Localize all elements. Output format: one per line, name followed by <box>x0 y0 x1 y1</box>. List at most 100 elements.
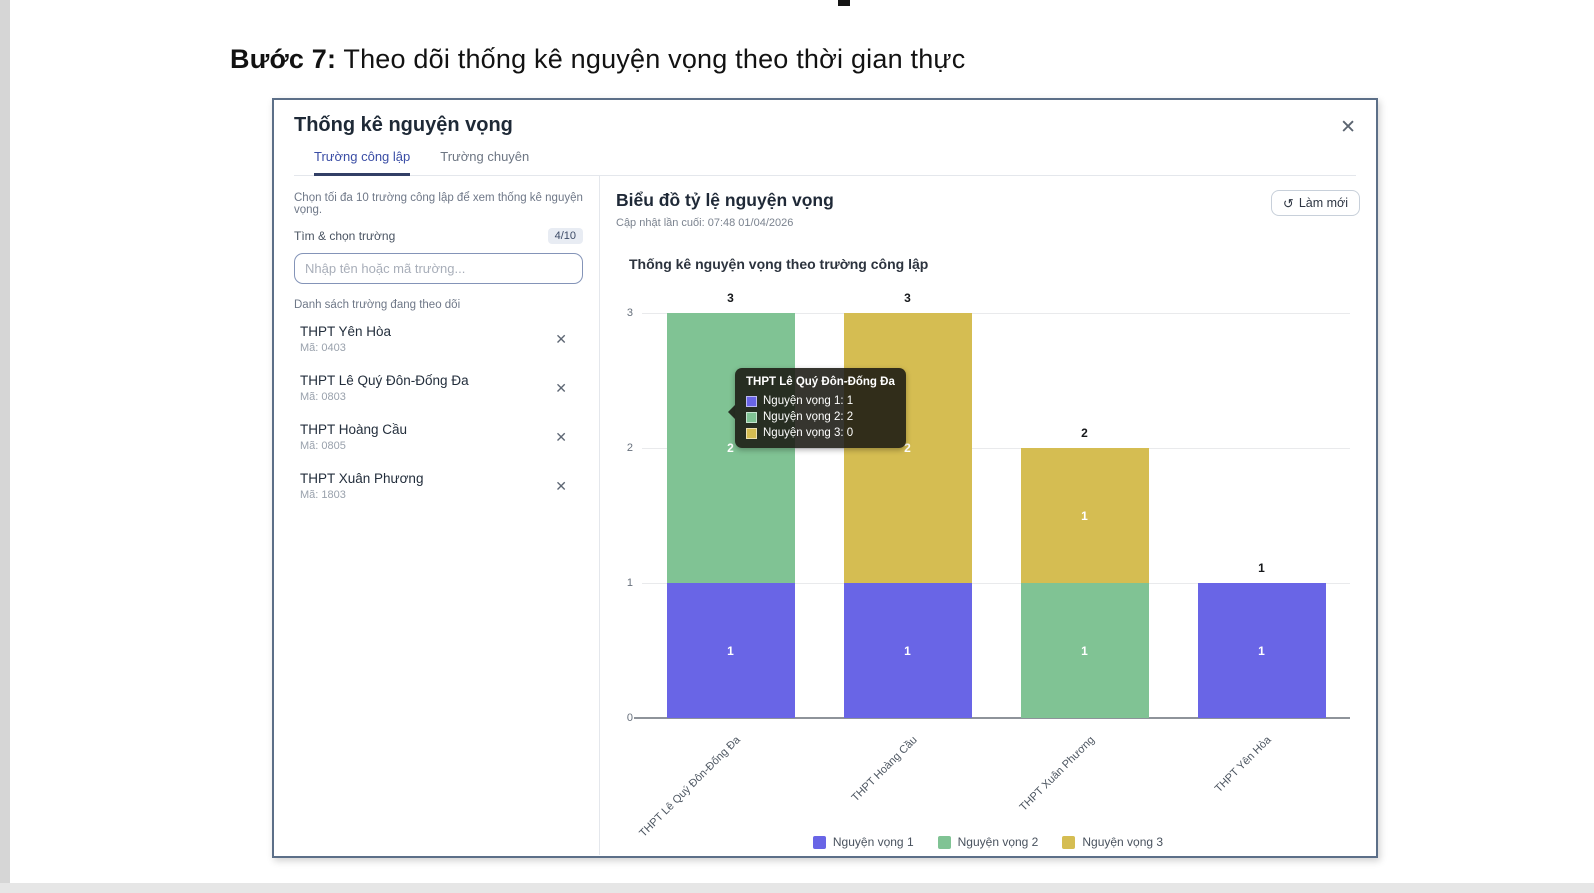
modal-title: Thống kê nguyện vọng <box>294 114 513 136</box>
statistics-modal: Thống kê nguyện vọng ✕ Trường công lập T… <box>272 98 1378 858</box>
school-list-item: THPT Hoàng Cầu Mã: 0805 ✕ <box>294 412 583 461</box>
bar-segment-value: 1 <box>1081 643 1088 658</box>
chart-legend: Nguyện vọng 1 Nguyện vọng 2 Nguyện vọng 3 <box>616 835 1360 849</box>
bar-segment[interactable]: 1 <box>843 583 972 718</box>
cropped-text-artifact <box>838 0 850 6</box>
tooltip-label: Nguyện vọng 1: 1 <box>763 395 854 407</box>
refresh-button[interactable]: ↺ Làm mới <box>1270 190 1360 216</box>
selection-count-badge: 4/10 <box>547 228 583 244</box>
gridline <box>642 448 1350 449</box>
y-axis-tick-label: 1 <box>626 577 633 589</box>
school-item-text: THPT Xuân Phương Mã: 1803 <box>300 471 423 501</box>
remove-school-icon[interactable]: ✕ <box>553 476 581 497</box>
tooltip-swatch <box>746 411 757 423</box>
bar-total-label: 3 <box>904 291 911 305</box>
school-code: Mã: 0803 <box>300 391 346 403</box>
chart-panel-header: Biểu đồ tỷ lệ nguyện vọng Cập nhật lần c… <box>616 190 1360 229</box>
school-name: THPT Lê Quý Đôn-Đống Đa <box>300 373 469 388</box>
bar-segment-value: 2 <box>727 441 734 455</box>
legend-item[interactable]: Nguyện vọng 1 <box>812 835 914 849</box>
school-list-item: THPT Lê Quý Đôn-Đống Đa Mã: 0803 ✕ <box>294 363 583 412</box>
tooltip-rows: Nguyện vọng 1: 1 Nguyện vọng 2: 2 Nguyện v… <box>746 395 895 439</box>
tooltip-row: Nguyện vọng 1: 1 <box>746 395 895 407</box>
school-list-item: THPT Xuân Phương Mã: 1803 ✕ <box>294 461 583 510</box>
bar-segment[interactable]: 2 <box>843 313 972 583</box>
tooltip-swatch <box>746 427 757 439</box>
remove-school-icon[interactable]: ✕ <box>553 427 581 448</box>
tab-truong-cong-lap[interactable]: Trường công lập <box>314 149 411 176</box>
y-axis-tick-label: 2 <box>626 442 633 454</box>
legend-label: Nguyện vọng 3 <box>1082 835 1164 849</box>
school-name: THPT Xuân Phương <box>300 471 424 486</box>
x-axis-category-text: THPT Lê Quý Đôn-Đống Đa <box>637 734 743 840</box>
chart-panel: Biểu đồ tỷ lệ nguyện vọng Cập nhật lần c… <box>600 176 1376 855</box>
remove-school-icon[interactable]: ✕ <box>553 329 581 350</box>
modal-body: Chọn tối đa 10 trường công lập để xem th… <box>274 176 1376 855</box>
step-heading-text: Theo dõi thống kê nguyện vọng theo thời … <box>336 44 966 74</box>
tooltip-label: Nguyện vọng 3: 0 <box>763 427 854 439</box>
school-list: THPT Yên Hòa Mã: 0403 ✕ THPT Lê Quý Đôn-Đốn… <box>294 314 583 510</box>
tab-truong-chuyen[interactable]: Trường chuyên <box>440 149 530 164</box>
bar-segment[interactable]: 1 <box>1020 583 1149 718</box>
chart-box: Thống kê nguyện vọng theo trường công lậ… <box>616 246 1360 851</box>
bar-total-label: 3 <box>727 291 734 305</box>
sidebar-instruction: Chọn tối đa 10 trường công lập để xem th… <box>294 192 583 216</box>
y-axis-tick-label: 3 <box>626 307 633 319</box>
bar-segment[interactable]: 2 <box>666 313 795 583</box>
legend-item[interactable]: Nguyện vọng 2 <box>937 835 1039 849</box>
bar-segment-value: 1 <box>1258 643 1265 658</box>
bar-total-label: 1 <box>1258 561 1265 575</box>
y-axis-tick-label: 0 <box>626 712 633 724</box>
bar-segment-value: 2 <box>904 441 911 455</box>
school-list-item: THPT Yên Hòa Mã: 0403 ✕ <box>294 314 583 363</box>
school-item-text: THPT Lê Quý Đôn-Đống Đa Mã: 0803 <box>300 373 469 403</box>
bar-total-label: 2 <box>1081 426 1088 440</box>
school-search-input[interactable] <box>294 253 583 284</box>
tooltip-row: Nguyện vọng 2: 2 <box>746 411 895 423</box>
legend-swatch <box>1062 835 1076 849</box>
last-updated-text: Cập nhật lần cuối: 07:48 01/04/2026 <box>616 217 794 229</box>
watch-list-label: Danh sách trường đang theo dõi <box>294 299 461 311</box>
bar-segment-value: 1 <box>727 643 734 658</box>
refresh-button-label: Làm mới <box>1298 196 1348 210</box>
chart-title: Thống kê nguyện vọng theo trường công lậ… <box>629 256 929 272</box>
page-edge-bottom <box>0 883 1594 893</box>
close-icon[interactable]: ✕ <box>1336 114 1360 141</box>
bar-segment[interactable]: 1 <box>1197 583 1326 718</box>
legend-label: Nguyện vọng 1 <box>832 835 914 849</box>
gridline <box>642 313 1350 314</box>
bar-3: 1 1 2 <box>1020 313 1149 718</box>
legend-swatch <box>937 835 951 849</box>
modal-header: Thống kê nguyện vọng ✕ Trường công lập T… <box>274 100 1376 176</box>
legend-item[interactable]: Nguyện vọng 3 <box>1062 835 1163 849</box>
tab-bar: Trường công lập Trường chuyên <box>294 149 1356 176</box>
school-code: Mã: 0805 <box>300 440 346 452</box>
search-row: Tìm & chọn trường 4/10 <box>294 228 583 244</box>
legend-swatch <box>812 835 826 849</box>
school-code: Mã: 1803 <box>300 489 346 501</box>
school-item-text: THPT Hoàng Cầu Mã: 0805 <box>300 422 407 452</box>
bar-1: 1 2 3 <box>666 291 795 718</box>
bar-segment-value: 1 <box>1081 508 1088 523</box>
refresh-icon: ↺ <box>1282 195 1294 211</box>
legend-label: Nguyện vọng 2 <box>957 835 1039 849</box>
bar-segment[interactable]: 1 <box>666 583 795 718</box>
chart-panel-titles: Biểu đồ tỷ lệ nguyện vọng Cập nhật lần c… <box>616 190 834 229</box>
page-edge-left <box>0 0 10 893</box>
gridline <box>642 583 1350 584</box>
school-item-text: THPT Yên Hòa Mã: 0403 <box>300 324 391 354</box>
chart-plot: 0 1 2 3 1 2 3 THPT Lê Quý Đôn-Đống Đa 1 2 3 THPT Ho… <box>627 291 1350 840</box>
school-name: THPT Hoàng Cầu <box>300 422 408 437</box>
bar-segment[interactable]: 1 <box>1020 448 1149 583</box>
x-axis-line <box>634 717 1350 719</box>
tooltip-label: Nguyện vọng 2: 2 <box>763 411 854 423</box>
remove-school-icon[interactable]: ✕ <box>553 378 581 399</box>
tooltip-row: Nguyện vọng 3: 0 <box>746 427 895 439</box>
school-select-sidebar: Chọn tối đa 10 trường công lập để xem th… <box>274 176 600 855</box>
step-heading-number: Bước 7: <box>230 44 337 74</box>
x-axis-category-text: THPT Xuân Phương <box>1017 734 1097 814</box>
school-code: Mã: 0403 <box>300 342 346 354</box>
bar-segment-value: 1 <box>904 643 911 658</box>
tooltip-title: THPT Lê Quý Đôn-Đống Đa <box>746 376 895 388</box>
